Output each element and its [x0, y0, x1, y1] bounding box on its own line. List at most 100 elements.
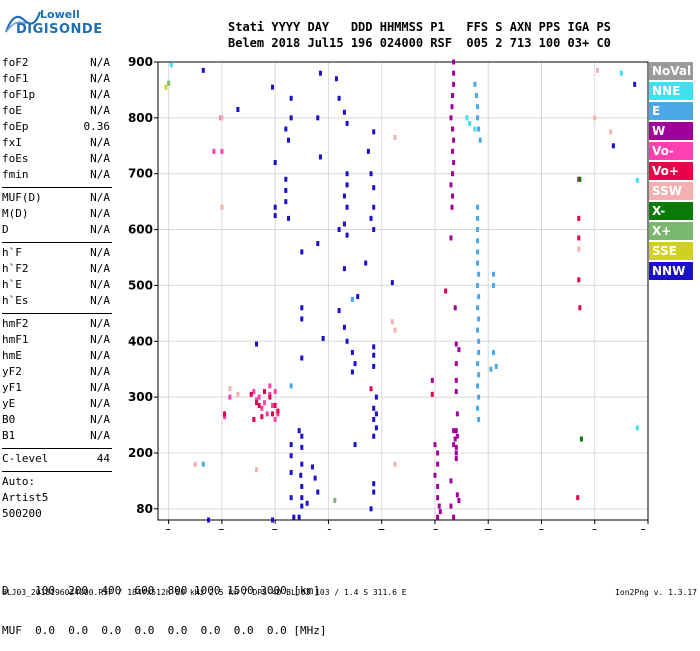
- param-value: N/A: [90, 191, 110, 204]
- point-w: [452, 160, 456, 166]
- point-nnw: [297, 428, 301, 434]
- x-tick-label: 4: [324, 527, 332, 530]
- point-nnw: [337, 308, 341, 314]
- legend-item-nnw: NNW: [649, 262, 693, 280]
- point-vo-: [576, 495, 580, 501]
- param-value: N/A: [90, 223, 110, 236]
- ionogram-plot: 1 2 3 4 5 6 7 8 9 10 80 200 300 400 500 600 700 800 900: [128, 55, 650, 530]
- point-nnw: [297, 514, 301, 520]
- point-e: [476, 405, 480, 411]
- point-nnw: [372, 344, 376, 350]
- point-w: [451, 193, 455, 199]
- param-name: h`Es: [2, 294, 29, 307]
- param-name: yF1: [2, 381, 22, 394]
- point-nne: [169, 62, 173, 68]
- point-ssw: [577, 246, 581, 252]
- point-w: [449, 478, 453, 484]
- point-nnw: [372, 227, 376, 233]
- param-row: yF1 N/A: [2, 381, 112, 397]
- param-row: hmF1 N/A: [2, 333, 112, 349]
- x-tick-label: 2: [218, 527, 226, 530]
- version-label: Ion2Png v. 1.3.17: [615, 588, 697, 597]
- point-ssw: [255, 467, 259, 473]
- point-nnw: [364, 260, 368, 266]
- point-nnw: [305, 500, 309, 506]
- point-nnw: [286, 137, 290, 143]
- point-nnw: [372, 433, 376, 439]
- point-e: [477, 372, 481, 378]
- point-w: [438, 509, 442, 515]
- point-vo-: [268, 383, 272, 389]
- param-name: B0: [2, 413, 16, 426]
- logo-wave-icon: [4, 11, 42, 33]
- point-nnw: [207, 517, 211, 523]
- point-e: [476, 104, 480, 110]
- param-value: N/A: [90, 333, 110, 346]
- point-nnw: [255, 341, 259, 347]
- distance-row: D 100 200 400 600 800 1000 1500 3000 [km…: [2, 584, 320, 597]
- point-vo-: [220, 148, 224, 154]
- point-e: [494, 363, 498, 369]
- point-vo-: [577, 277, 581, 283]
- point-ssw: [595, 67, 599, 73]
- point-nnw: [342, 266, 346, 272]
- param-value: N/A: [90, 207, 110, 220]
- param-row: yE N/A: [2, 397, 112, 413]
- point-nnw: [316, 115, 320, 121]
- point-w: [452, 59, 456, 65]
- param-name: fmin: [2, 168, 29, 181]
- point-w: [449, 235, 453, 241]
- point-e: [477, 338, 481, 344]
- point-nnw: [337, 227, 341, 233]
- param-name: Auto:: [2, 475, 36, 488]
- point-vo-: [369, 386, 373, 392]
- point-w: [452, 514, 456, 520]
- point-e: [478, 137, 482, 143]
- point-nnw: [318, 154, 322, 160]
- point-e: [476, 260, 480, 266]
- param-value: N/A: [90, 349, 110, 362]
- point-w: [452, 81, 456, 87]
- point-nnw: [299, 472, 303, 478]
- point-nnw: [372, 481, 376, 487]
- point-vo-: [223, 411, 227, 417]
- param-row: hmF2 N/A: [2, 317, 112, 333]
- point-vo-: [268, 391, 272, 397]
- point-nnw: [284, 187, 288, 193]
- point-nnw: [289, 470, 293, 476]
- y-tick-label: 200: [128, 446, 153, 460]
- file-info: BLJ03_2018196024000.RSF / 184fx512h 50 k…: [2, 588, 407, 597]
- point-e: [476, 227, 480, 233]
- param-value: N/A: [90, 56, 110, 69]
- point-w: [450, 104, 454, 110]
- point-w: [455, 492, 459, 498]
- point-ssw: [593, 115, 597, 121]
- param-value: N/A: [90, 246, 110, 259]
- header-labels: Stati YYYY DAY DDD HHMMSS P1 FFS S AXN P…: [228, 20, 611, 34]
- point-w: [451, 171, 455, 177]
- point-nnw: [337, 95, 341, 101]
- param-row: h`F2 N/A: [2, 262, 112, 278]
- param-value: N/A: [90, 294, 110, 307]
- point-ssw: [236, 391, 240, 397]
- x-tick-label: 10: [640, 527, 650, 530]
- point-e: [477, 394, 481, 400]
- point-w: [455, 411, 459, 417]
- legend-item-vo-: Vo+: [649, 162, 693, 180]
- point-nnw: [356, 294, 360, 300]
- point-nnw: [372, 185, 376, 191]
- param-name: foF1: [2, 72, 29, 85]
- param-row: Artist5: [2, 491, 112, 507]
- point-nnw: [300, 316, 304, 322]
- y-tick-label: 800: [128, 111, 153, 125]
- point-nnw: [353, 361, 357, 367]
- point-w: [433, 472, 437, 478]
- point-nnw: [300, 433, 304, 439]
- param-separator: [2, 448, 112, 449]
- point-nnw: [611, 143, 615, 149]
- param-name: foF1p: [2, 88, 36, 101]
- param-row: hmE N/A: [2, 349, 112, 365]
- param-name: B1: [2, 429, 16, 442]
- point-w: [454, 456, 458, 462]
- point-vo-: [260, 414, 264, 420]
